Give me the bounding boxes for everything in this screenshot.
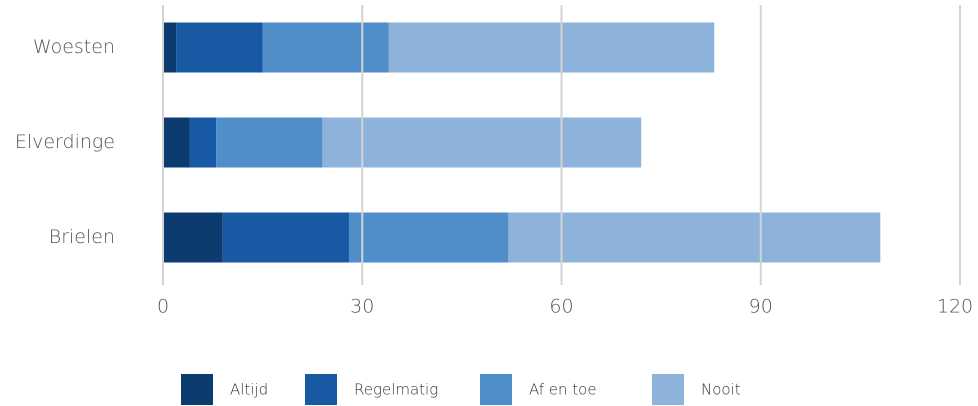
y-tick-label: Brielen [49, 226, 115, 248]
legend-swatch [652, 374, 684, 405]
legend-label: Nooit [701, 381, 741, 399]
bar-segment [222, 212, 349, 263]
legend-label: Regelmatig [354, 381, 438, 399]
bar-segment [176, 22, 263, 73]
bar-segment [163, 212, 223, 263]
bar-segment [216, 117, 323, 168]
bar-segment [163, 117, 190, 168]
bar-segment [348, 212, 509, 263]
legend-swatch [181, 374, 213, 405]
legend-swatch [305, 374, 337, 405]
legend-label: Af en toe [529, 381, 597, 399]
y-tick-label: Woesten [33, 36, 115, 58]
x-tick-label: 90 [749, 296, 773, 318]
bar-segment [163, 22, 177, 73]
x-tick-label: 0 [157, 296, 169, 318]
x-tick-label: 30 [350, 296, 374, 318]
bar-segment [262, 22, 389, 73]
bar-segment [322, 117, 642, 168]
x-tick-label: 60 [549, 296, 573, 318]
x-tick-label: 120 [937, 296, 973, 318]
bar-segment [388, 22, 715, 73]
y-tick-label: Elverdinge [15, 131, 115, 153]
legend-label: Altijd [230, 381, 268, 399]
legend-swatch [480, 374, 512, 405]
bar-segment [189, 117, 217, 168]
bar-segment [508, 212, 881, 263]
